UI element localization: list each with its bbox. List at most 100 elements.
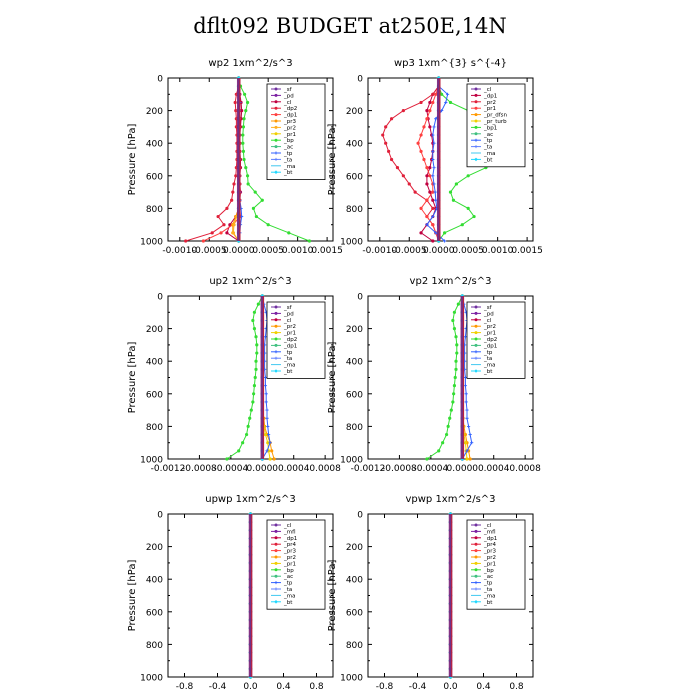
data-point — [255, 343, 259, 347]
data-point — [431, 190, 435, 194]
data-point — [233, 100, 237, 105]
data-point — [425, 117, 429, 121]
y-axis-label: Pressure [hPa] — [127, 560, 138, 632]
legend-label: _sf — [283, 305, 293, 311]
data-point — [428, 166, 432, 170]
data-point — [452, 327, 457, 331]
data-point — [254, 214, 258, 219]
x-tick-label: 0.0015 — [311, 246, 343, 256]
y-tick-label: 1000 — [140, 238, 163, 248]
y-tick-label: 1000 — [340, 674, 363, 684]
legend-marker — [274, 523, 278, 527]
legend-label: _bt — [483, 157, 493, 163]
data-point — [451, 400, 455, 404]
x-tick-label: -0.0005 — [192, 246, 227, 256]
data-point — [252, 384, 257, 388]
data-point — [454, 359, 458, 363]
data-point — [237, 449, 241, 453]
legend-marker — [474, 369, 478, 373]
data-point — [452, 384, 457, 388]
data-point — [249, 408, 253, 412]
legend-marker — [474, 555, 478, 559]
data-point — [428, 174, 432, 178]
legend-label: _cl — [283, 318, 292, 324]
x-tick-label: -0.0005 — [392, 246, 427, 256]
data-point — [443, 239, 447, 243]
data-point — [268, 441, 272, 445]
data-point — [252, 310, 257, 314]
legend-label: _ta — [283, 587, 292, 593]
x-tick-label: -0.0010 — [162, 246, 197, 256]
legend-label: _tp — [483, 581, 493, 587]
legend-label: _ac — [483, 574, 493, 580]
legend-marker — [274, 305, 278, 309]
data-point — [264, 400, 268, 404]
data-point — [395, 166, 400, 170]
legend-marker — [274, 106, 278, 110]
data-point — [413, 190, 417, 194]
legend-label: _dp1 — [483, 343, 497, 349]
y-tick-label: 1000 — [340, 456, 363, 466]
legend-label: _ta — [483, 356, 492, 362]
legend-marker — [474, 311, 478, 315]
legend-marker — [474, 561, 478, 565]
y-axis-label: Pressure [hPa] — [327, 560, 338, 632]
data-point — [433, 190, 437, 194]
data-point — [307, 239, 312, 243]
legend-label: _ma — [483, 363, 495, 369]
data-point — [441, 441, 445, 445]
data-point — [419, 133, 423, 137]
data-point — [455, 343, 459, 347]
data-point — [466, 424, 471, 428]
data-point — [464, 392, 468, 396]
legend-marker — [474, 574, 478, 578]
legend-marker — [474, 87, 478, 91]
series-line — [226, 295, 263, 460]
x-tick-label: 0.0010 — [282, 246, 314, 256]
legend-label: _ma — [483, 593, 495, 599]
data-point — [463, 384, 468, 388]
data-point — [425, 166, 429, 170]
data-point — [453, 375, 457, 380]
legend-marker — [274, 100, 278, 104]
data-point — [466, 206, 470, 210]
data-point — [401, 174, 405, 178]
y-tick-label: 200 — [346, 543, 363, 553]
legend-box — [266, 83, 326, 180]
y-tick-label: 600 — [146, 172, 163, 182]
y-tick-label: 800 — [346, 641, 363, 651]
data-point — [434, 92, 438, 96]
legend-marker — [474, 157, 478, 162]
x-tick-label: -0.0012 — [351, 464, 386, 474]
data-point — [222, 223, 226, 227]
legend-label: _cl — [283, 523, 292, 529]
y-tick-label: 600 — [146, 608, 163, 618]
data-point — [437, 449, 441, 453]
legend-marker — [274, 157, 278, 161]
legend-label: _dp2 — [483, 337, 497, 343]
legend-marker — [474, 318, 478, 322]
x-tick-label: 0.0005 — [252, 246, 284, 256]
data-point — [225, 457, 229, 461]
y-axis-label: Pressure [hPa] — [127, 124, 138, 196]
legend-label: _ma — [283, 593, 295, 599]
legend-marker — [274, 113, 278, 117]
y-tick-label: 800 — [146, 205, 163, 215]
legend-label: _dp1 — [483, 536, 497, 542]
legend-marker — [474, 324, 478, 328]
legend-marker — [274, 369, 278, 373]
legend-label: _ac — [283, 574, 293, 580]
x-tick-label: 0.4 — [476, 682, 491, 692]
legend-label: _pr2 — [483, 555, 496, 561]
legend-label: _bp1 — [483, 125, 497, 131]
y-tick-label: 400 — [146, 140, 163, 150]
data-point — [231, 190, 235, 194]
data-point — [449, 408, 453, 412]
data-point — [444, 432, 449, 437]
x-tick-label: -0.0004 — [413, 464, 448, 474]
legend-marker — [274, 555, 278, 559]
legend-label: _cl — [283, 100, 292, 106]
legend-marker — [474, 536, 478, 540]
y-tick-label: 0 — [157, 75, 163, 85]
